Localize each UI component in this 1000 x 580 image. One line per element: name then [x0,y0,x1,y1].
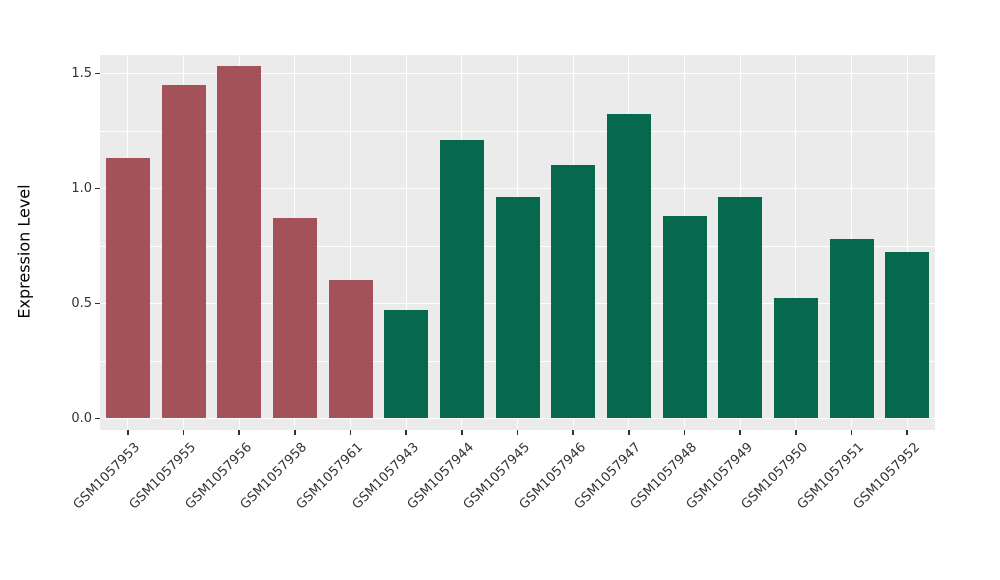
x-tick-mark [516,430,519,435]
bar-GSM1057955 [161,84,206,418]
y-axis-title-text: Expression Level [14,184,34,319]
bar-GSM1057944 [439,139,484,418]
y-tick-label: 0.0 [71,411,92,426]
x-tick-mark [739,430,741,435]
x-tick-mark [572,430,574,435]
gridline-vertical [795,55,797,430]
bar-GSM1057943 [384,309,429,418]
x-tick-mark [182,430,185,435]
x-tick-mark [461,430,463,435]
x-tick-mark [127,430,129,435]
y-tick-mark [95,303,100,305]
y-tick-mark [95,418,100,420]
bar-GSM1057951 [829,238,874,418]
y-tick-mark [95,188,100,190]
y-tick-mark [95,73,100,75]
bar-GSM1057958 [272,217,317,418]
bar-GSM1057953 [105,158,150,418]
x-tick-mark [683,430,686,435]
x-tick-mark [906,430,908,435]
bar-GSM1057956 [217,66,262,418]
bar-GSM1057945 [495,197,540,418]
x-tick-mark [405,430,407,435]
bar-GSM1057946 [551,165,596,418]
y-tick-label: 0.5 [71,296,92,311]
bar-GSM1057950 [773,298,818,418]
gridline-vertical [906,55,908,430]
y-tick-label: 1.0 [71,181,92,196]
bar-GSM1057961 [328,280,373,418]
bar-GSM1057947 [606,114,651,418]
x-tick-mark [349,430,352,435]
plot-panel [100,55,935,430]
bar-GSM1057949 [718,197,763,418]
bar-GSM1057952 [885,252,930,418]
gridline-vertical [405,55,407,430]
x-tick-mark [795,430,797,435]
x-tick-mark [628,430,630,435]
y-tick-label: 1.5 [71,66,92,81]
x-tick-mark [294,430,296,435]
x-tick-mark [850,430,853,435]
bar-GSM1057948 [662,215,707,418]
x-tick-mark [238,430,240,435]
gridline-vertical [349,55,352,430]
